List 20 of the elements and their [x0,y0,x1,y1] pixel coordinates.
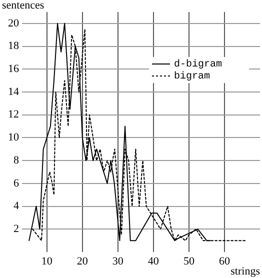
x-tick-label: 50 [183,255,195,268]
legend-label: bigram [174,70,210,83]
x-tick-label: 40 [148,255,160,268]
x-tick-label: 10 [41,255,53,268]
y-tick-label: 14 [8,86,20,98]
y-tick-label: 16 [8,63,20,76]
x-tick-label: 60 [218,255,230,268]
y-axis-title: sentences [2,0,44,12]
x-tick-label: 30 [112,255,124,268]
y-tick-label: 12 [8,108,19,121]
y-tick-label: 4 [14,200,20,212]
y-tick-label: 8 [14,154,20,166]
y-tick-label: 20 [8,17,20,30]
y-tick-label: 18 [8,40,20,52]
y-tick-label: 2 [14,223,19,236]
x-axis-title: strings [230,265,260,278]
legend-label: d-bigram [174,58,222,71]
y-tick-label: 6 [14,177,20,190]
y-tick-label: 10 [8,132,20,144]
x-tick-label: 20 [76,255,88,268]
